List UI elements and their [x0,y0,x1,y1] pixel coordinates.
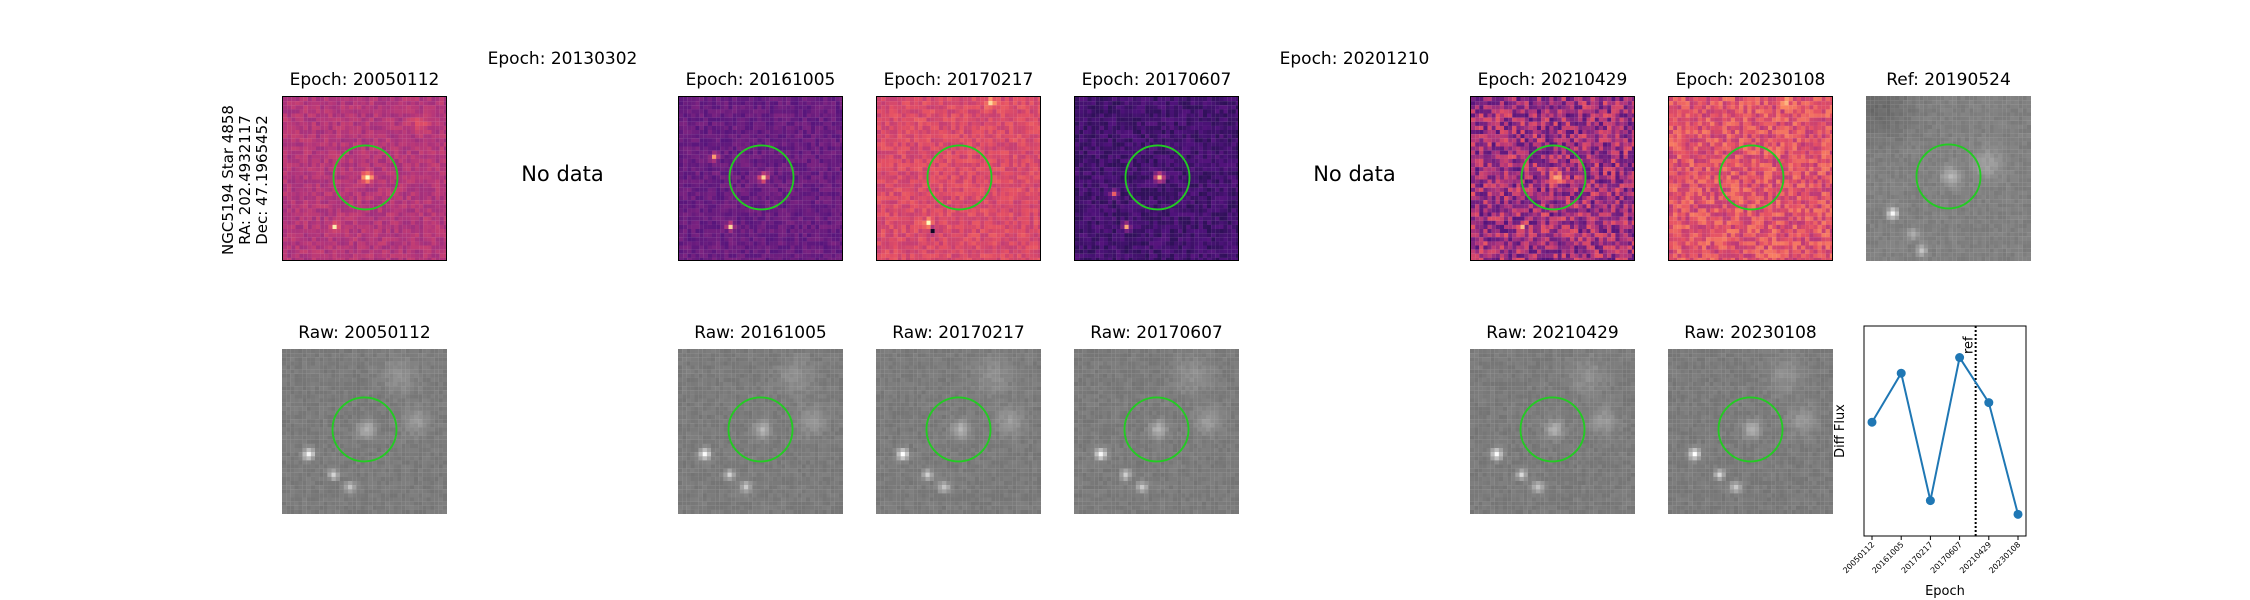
star-dec: Dec: 47.1965452 [253,100,271,260]
y-axis-label: Diff Flux [1833,404,1848,458]
data-point [2013,509,2023,519]
difference-image [1470,96,1635,261]
panel-title: Ref: 20190524 [1819,70,2079,90]
panel-title: Raw: 20161005 [631,323,891,343]
reference-line-label: ref [1962,336,1977,354]
panel-title: Raw: 20210429 [1423,323,1683,343]
panel-title: Epoch: 20170607 [1027,70,1287,90]
panel-title: Epoch: 20161005 [631,70,891,90]
difference-image [1668,96,1833,261]
panel-title: Raw: 20050112 [235,323,495,343]
x-tick-label: 20230108 [1987,540,2022,575]
star-info-label: NGC5194 Star 4858 RA: 202.4932117 Dec: 4… [219,100,271,260]
difference-image [876,96,1041,261]
plot-frame [1863,325,2027,537]
data-point [1867,417,1877,427]
light-curve-chart: ref2005011220161005201702172017060720210… [1833,325,2027,599]
data-point [1925,496,1935,506]
panel-title: Raw: 20230108 [1621,323,1881,343]
difference-image [282,96,447,261]
panel-title: Epoch: 20230108 [1621,70,1881,90]
difference-image [1074,96,1239,261]
data-point [1896,368,1906,378]
series-line [1871,354,2019,515]
panel-title: Raw: 20170607 [1027,323,1287,343]
raw-image [282,349,447,514]
no-data-message: No data [1255,162,1455,186]
star-ra: RA: 202.4932117 [236,100,254,260]
panel-title: Epoch: 20050112 [235,70,495,90]
raw-image [1668,349,1833,514]
raw-image [678,349,843,514]
panel-title: Epoch: 20201210 [1225,49,1485,69]
raw-image [876,349,1041,514]
no-data-message: No data [463,162,663,186]
reference-image [1866,96,2031,261]
data-point [1955,353,1965,363]
panel-title: Epoch: 20170217 [829,70,1089,90]
raw-image [1470,349,1635,514]
panel-title: Epoch: 20130302 [433,49,693,69]
data-point [1984,398,1994,408]
x-axis-label: Epoch [1925,584,1965,599]
difference-image [678,96,843,261]
panel-title: Epoch: 20210429 [1423,70,1683,90]
raw-image [1074,349,1239,514]
panel-title: Raw: 20170217 [829,323,1089,343]
star-name: NGC5194 Star 4858 [219,100,237,260]
